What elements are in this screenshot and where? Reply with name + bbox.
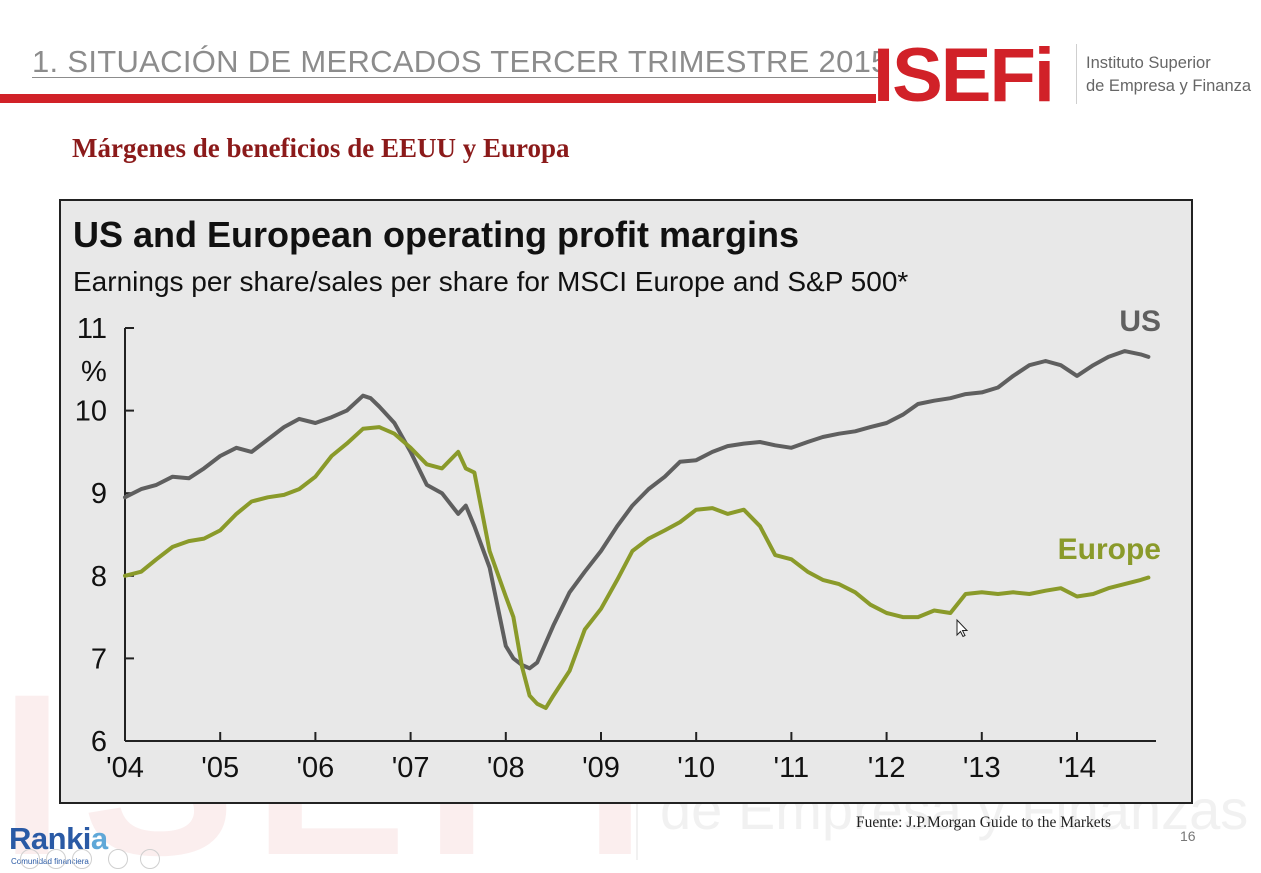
player-zoom-icon[interactable] [108,849,128,869]
y-tick-label: 9 [91,478,107,510]
isefi-logo: ISEFi [873,33,1055,118]
chart-panel: US and European operating profit margins… [59,199,1193,804]
logo-subtitle-line1: Instituto Superior [1086,54,1211,72]
series-line-europe [123,425,1151,710]
y-tick-label: 10 [75,396,107,428]
chart-subtitle: Earnings per share/sales per share for M… [73,266,908,297]
x-tick-label: '07 [392,752,430,784]
x-tick-label: '13 [963,752,1001,784]
slide-title: 1. SITUACIÓN DE MERCADOS TERCER TRIMESTR… [32,44,889,79]
x-tick-label: '10 [677,752,715,784]
y-tick-label: 6 [91,726,107,758]
x-tick-label: '09 [582,752,620,784]
x-tick-label: '04 [106,752,144,784]
x-tick-label: '06 [296,752,334,784]
y-axis-unit-label: % [81,356,107,388]
x-tick-label: '08 [487,752,525,784]
player-play-icon[interactable] [46,849,66,869]
y-tick-label: 8 [91,561,107,593]
chart-axes: 6 7 8 9 10 11 '04 '05 '06 '07 '08 '09 '10 '11 '12 '13 '1… [75,313,1156,784]
source-note: Fuente: J.P.Morgan Guide to the Markets [856,814,1112,831]
title-underline-bar [0,94,876,103]
mouse-cursor-icon [956,618,969,638]
logo-divider [1076,44,1077,104]
profit-margin-chart: US and European operating profit margins… [73,214,1161,784]
series-label-europe: Europe [1058,533,1161,566]
player-menu-icon[interactable] [140,849,160,869]
logo-subtitle-line2: de Empresa y Finanza [1086,77,1252,95]
watermark-divider [636,770,638,860]
chart-title: US and European operating profit margins [73,214,799,255]
player-next-icon[interactable] [72,849,92,869]
series-label-us: US [1119,305,1161,338]
x-tick-label: '14 [1058,752,1096,784]
y-tick-label: 7 [91,643,107,675]
x-tick-label: '11 [774,752,810,784]
x-tick-label: '05 [201,752,239,784]
player-prev-icon[interactable] [20,849,40,869]
page-number: 16 [1180,828,1196,844]
chart-series [123,349,1151,710]
rankia-logo-accent: a [90,821,108,856]
series-line-us [123,349,1151,671]
slide-subtitle: Márgenes de beneficios de EEUU y Europa [72,133,570,163]
x-tick-label: '12 [868,752,906,784]
y-tick-label: 11 [77,313,107,345]
